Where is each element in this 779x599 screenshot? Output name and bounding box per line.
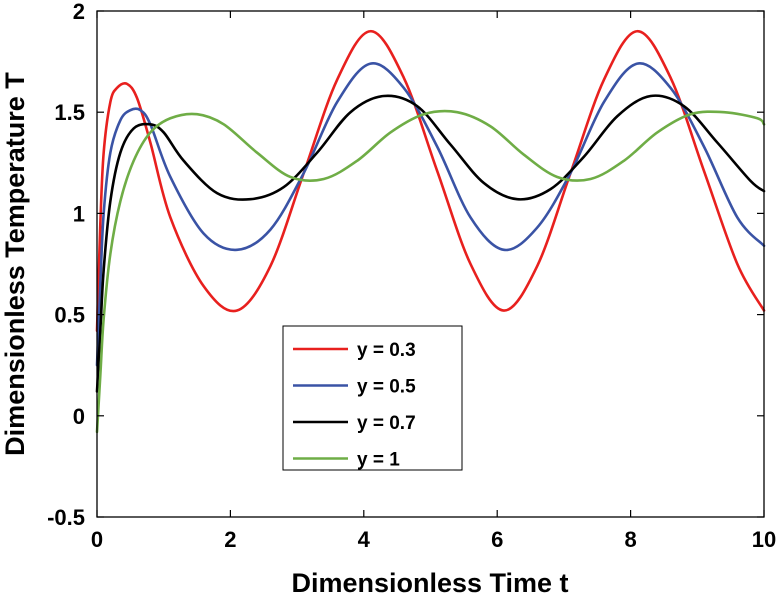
plot-frame [96, 10, 765, 518]
legend-label-4: y = 1 [357, 450, 400, 471]
legend-label-2: y = 0.5 [357, 377, 416, 398]
x-axis-title: Dimensionless Time t [291, 568, 568, 598]
y-tick-label: 0 [73, 404, 85, 429]
series-line-2 [95, 62, 766, 367]
x-tick-label: 4 [358, 527, 371, 552]
x-tick-label: 10 [752, 527, 776, 552]
legend-label-3: y = 0.7 [357, 413, 416, 434]
y-ticks: -0.5 0 0.5 1 1.5 2 [47, 0, 764, 530]
y-tick-label: 0.5 [54, 303, 85, 328]
legend-items: y = 0.3 y = 0.5 y = 0.7 y = 1 [293, 340, 416, 471]
y-tick-label: -0.5 [47, 505, 85, 530]
x-tick-label: 6 [491, 527, 503, 552]
series-line-4 [95, 109, 766, 434]
y-axis-title: Dimensionless Temperature T [0, 72, 30, 456]
series-layer [95, 29, 766, 434]
x-ticks: 0 2 4 6 8 10 [91, 11, 776, 552]
legend-label-1: y = 0.3 [357, 340, 416, 361]
series-line-1 [95, 29, 766, 333]
y-tick-label: 1.5 [54, 100, 85, 125]
x-tick-label: 8 [624, 527, 636, 552]
x-tick-label: 0 [91, 527, 103, 552]
y-tick-label: 2 [73, 0, 85, 24]
y-tick-label: 1 [73, 201, 85, 226]
series-line-3 [95, 94, 766, 393]
x-tick-label: 2 [224, 527, 236, 552]
legend: y = 0.3 y = 0.5 y = 0.7 y = 1 [282, 325, 463, 471]
